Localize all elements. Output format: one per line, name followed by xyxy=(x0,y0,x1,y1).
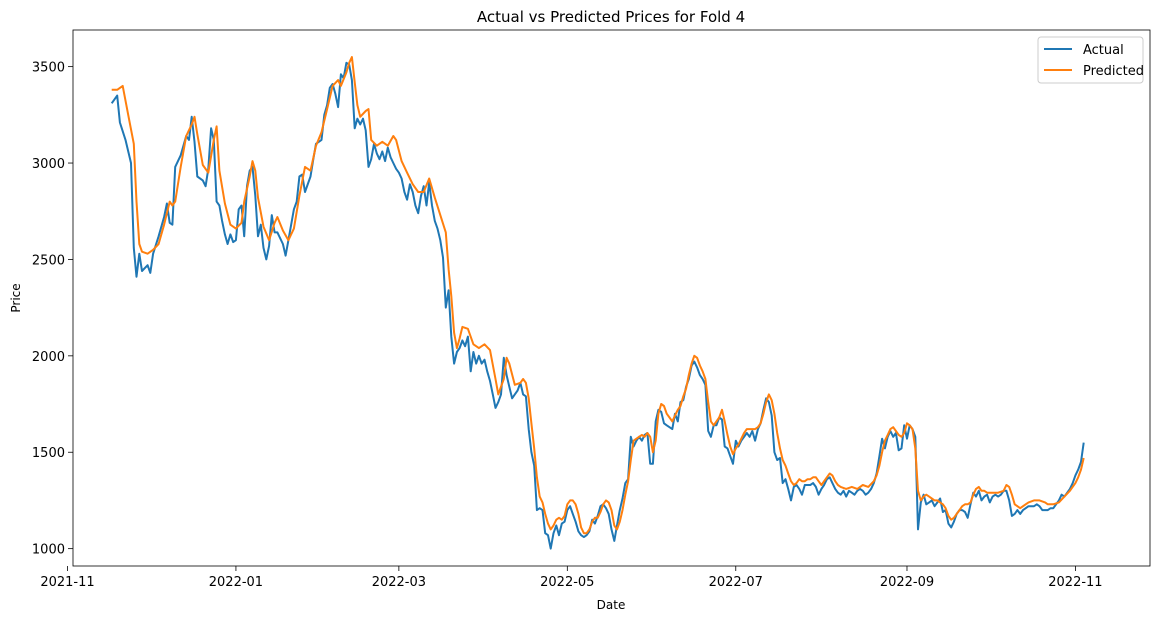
x-tick-label: 2022-03 xyxy=(372,575,426,590)
x-tick-label: 2022-07 xyxy=(709,575,763,590)
legend: Actual Predicted xyxy=(1037,36,1144,84)
x-tick-label: 2021-11 xyxy=(40,575,94,590)
x-tick-label: 2022-11 xyxy=(1048,575,1102,590)
y-tick-label: 2500 xyxy=(32,253,65,268)
x-tick-label: 2022-05 xyxy=(540,575,594,590)
chart-title: Actual vs Predicted Prices for Fold 4 xyxy=(477,8,745,26)
y-tick-label: 2000 xyxy=(32,350,65,365)
y-axis: 1000 1500 2000 2500 3000 3500 xyxy=(32,61,73,558)
y-tick-label: 1500 xyxy=(32,446,65,461)
x-tick-label: 2022-01 xyxy=(209,575,263,590)
x-axis-title: Date xyxy=(597,598,626,612)
y-tick-label: 3500 xyxy=(32,61,65,76)
plot-area xyxy=(110,56,1085,550)
x-axis: 2021-11 2022-01 2022-03 2022-05 2022-07 2022-… xyxy=(40,566,1103,590)
legend-label-predicted: Predicted xyxy=(1083,64,1144,79)
x-tick-label: 2022-09 xyxy=(880,575,934,590)
legend-label-actual: Actual xyxy=(1083,43,1124,58)
y-tick-label: 3000 xyxy=(32,157,65,172)
y-axis-title: Price xyxy=(9,283,23,312)
series-line-actual xyxy=(110,61,1085,550)
y-tick-label: 1000 xyxy=(32,543,65,558)
axes-frame xyxy=(72,29,1151,567)
series-line-predicted xyxy=(111,56,1085,535)
